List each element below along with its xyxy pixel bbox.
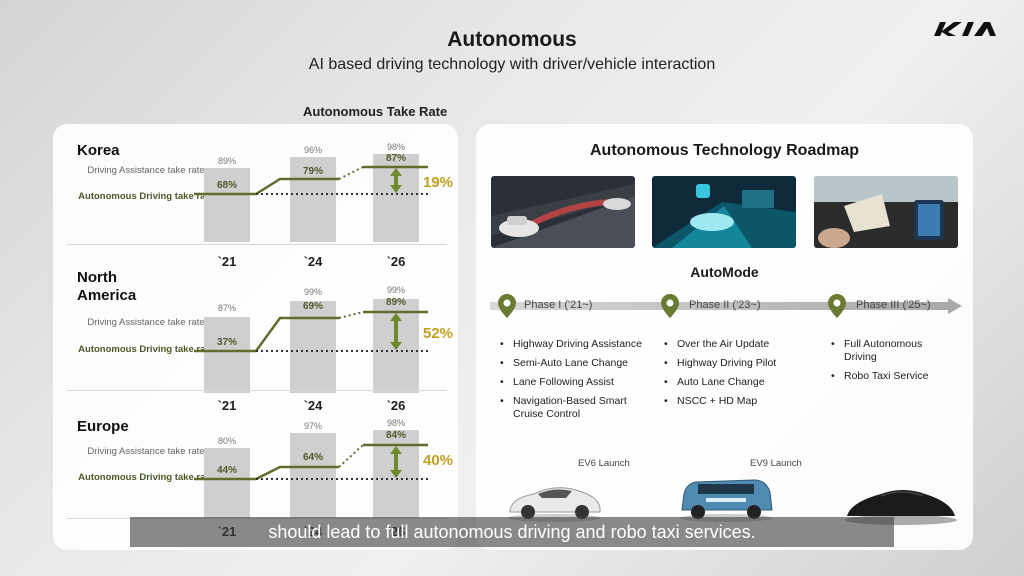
- roadmap-panel: Autonomous Technology Roadmap AutoMode: [476, 124, 973, 550]
- assist-value: 96%: [303, 145, 322, 155]
- delta-value: 19%: [423, 174, 454, 191]
- year-label: `26: [386, 254, 406, 269]
- phase-2-list: Over the Air Update Highway Driving Pilo…: [664, 338, 814, 414]
- auto-value: 64%: [302, 452, 323, 463]
- assist-value: 97%: [303, 421, 322, 431]
- ev9-launch-label: EV9 Launch: [750, 458, 802, 469]
- rate-lines: [194, 165, 431, 196]
- assist-bar-24: [290, 157, 336, 242]
- region-north-america: North America Driving Assistance take ra…: [53, 269, 458, 394]
- assist-bar-21: [204, 168, 250, 242]
- assist-label: Driving Assistance take rate: [87, 165, 205, 176]
- video-caption: should lead to full autonomous driving a…: [130, 517, 894, 547]
- year-label: `24: [303, 398, 323, 413]
- roadmap-title: Autonomous Technology Roadmap: [589, 142, 860, 159]
- ev6-car-image: [508, 487, 601, 522]
- timeline-arrow: [490, 298, 962, 314]
- assist-bar-24: [290, 433, 336, 518]
- phase-1-list: Highway Driving Assistance Semi-Auto Lan…: [500, 338, 650, 427]
- list-item: Over the Air Update: [664, 338, 814, 351]
- page-title: Autonomous: [447, 28, 577, 51]
- assist-bar-21: [204, 317, 250, 393]
- auto-value: 89%: [385, 297, 406, 308]
- divider: [67, 390, 447, 391]
- region-europe: Europe Driving Assistance take rate Auto…: [53, 416, 458, 526]
- delta-value: 52%: [423, 325, 454, 342]
- page-subtitle: AI based driving technology with driver/…: [308, 56, 716, 73]
- assist-value: 89%: [217, 156, 236, 166]
- list-item: Robo Taxi Service: [831, 370, 951, 383]
- auto-value: 79%: [302, 166, 323, 177]
- year-label: `26: [386, 398, 406, 413]
- auto-value: 44%: [216, 465, 237, 476]
- region-korea: Korea Driving Assistance take rate Auton…: [53, 124, 458, 246]
- phase-3-list: Full Autonomous Driving Robo Taxi Servic…: [831, 338, 951, 389]
- auto-value: 84%: [385, 430, 406, 441]
- kia-logo: [934, 22, 996, 36]
- assist-bar-24: [290, 301, 336, 393]
- location-pin-icon: [498, 294, 516, 318]
- assist-value: 87%: [217, 303, 236, 313]
- take-rate-panel: Korea Driving Assistance take rate Auton…: [53, 124, 458, 550]
- automode-title: AutoMode: [690, 264, 759, 280]
- phase-label: Phase III ('25~): [856, 299, 931, 311]
- list-item: Lane Following Assist: [500, 376, 650, 389]
- rate-lines: [194, 310, 431, 353]
- location-pin-icon: [661, 294, 679, 318]
- list-item: Semi-Auto Lane Change: [500, 357, 650, 370]
- auto-value: 87%: [385, 153, 406, 164]
- year-label: `21: [217, 398, 237, 413]
- region-name: North America: [77, 269, 137, 304]
- assist-bar-21: [204, 448, 250, 518]
- ev9-car-image: [680, 479, 773, 522]
- assist-value: 99%: [386, 285, 405, 295]
- list-item: Highway Driving Pilot: [664, 357, 814, 370]
- list-item: Navigation-Based Smart Cruise Control: [500, 395, 650, 421]
- divider: [67, 244, 447, 245]
- year-label: `21: [217, 254, 237, 269]
- phase-label: Phase II ('23~): [689, 299, 761, 311]
- assist-value: 80%: [217, 436, 236, 446]
- phase-label: Phase I ('21~): [524, 299, 593, 311]
- assist-value: 98%: [386, 142, 405, 152]
- autonomous-display-image: [652, 176, 796, 248]
- delta-value: 40%: [423, 452, 454, 469]
- auto-value: 37%: [216, 337, 237, 348]
- auto-value: 69%: [302, 301, 323, 312]
- year-label: `24: [303, 254, 323, 269]
- rate-lines: [194, 443, 431, 481]
- driver-reading-image: [814, 176, 958, 248]
- assist-label: Driving Assistance take rate: [87, 446, 205, 457]
- auto-value: 68%: [216, 180, 237, 191]
- auto-label: Autonomous Driving take rate: [78, 472, 214, 483]
- list-item: Auto Lane Change: [664, 376, 814, 389]
- auto-label: Autonomous Driving take rate: [78, 191, 214, 202]
- list-item: Full Autonomous Driving: [831, 338, 951, 364]
- auto-label: Autonomous Driving take rate: [78, 344, 214, 355]
- list-item: NSCC + HD Map: [664, 395, 814, 408]
- assist-label: Driving Assistance take rate: [87, 317, 205, 328]
- list-item: Highway Driving Assistance: [500, 338, 650, 351]
- region-name: Korea: [77, 142, 120, 159]
- assist-value: 99%: [303, 287, 322, 297]
- region-name: Europe: [77, 418, 129, 435]
- take-rate-title: Autonomous Take Rate: [303, 104, 448, 119]
- ev6-launch-label: EV6 Launch: [578, 458, 630, 469]
- highway-lane-change-image: [491, 176, 635, 248]
- location-pin-icon: [828, 294, 846, 318]
- assist-value: 98%: [386, 418, 405, 428]
